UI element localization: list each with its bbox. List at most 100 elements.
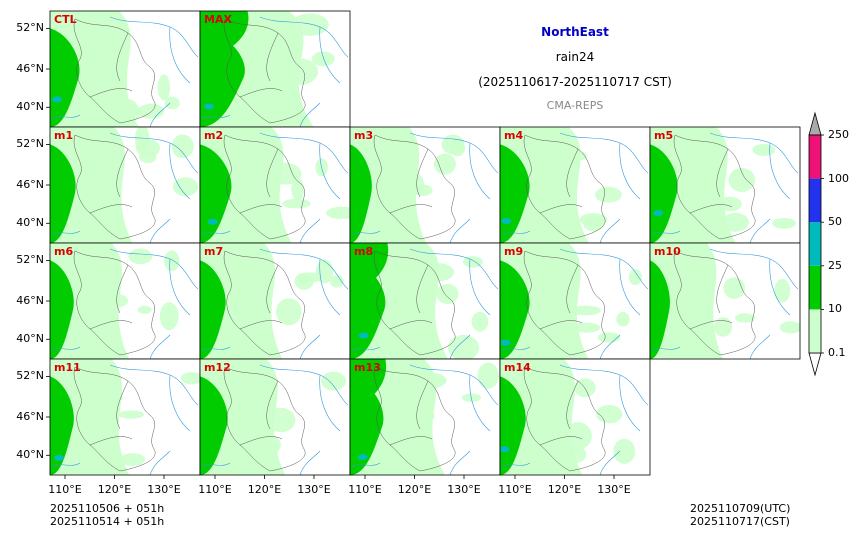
colorbar-bin-50	[809, 178, 821, 223]
colorbar-bin-10	[809, 265, 821, 310]
rain-light-patch	[266, 407, 296, 433]
map-panel-m5: m5	[649, 126, 801, 244]
rain-light-patch	[436, 283, 459, 304]
panel-label: m1	[54, 129, 73, 142]
rain-light-patch	[571, 322, 601, 333]
rain-light-patch	[282, 198, 311, 209]
rain-light-patch	[248, 80, 281, 101]
x-tick-label: 120°E	[547, 483, 582, 496]
province-border-inner	[389, 264, 433, 330]
footer-init-time-1: 2025110506 + 051h	[50, 502, 165, 515]
river-line	[709, 132, 799, 243]
map-panel-m13: m13	[349, 358, 501, 476]
rain-light-patch	[259, 381, 275, 409]
rain-light-patch	[137, 305, 152, 314]
rain-light-patch	[280, 58, 319, 86]
coast-line	[351, 346, 381, 352]
coast-line	[51, 462, 81, 468]
rain-light-patch	[447, 334, 480, 359]
y-tick-label: 46°N	[16, 62, 44, 75]
y-tick-label: 52°N	[16, 369, 44, 383]
rain-light-patch	[752, 144, 776, 156]
rain-light-patch	[462, 256, 483, 268]
river-line	[559, 132, 649, 243]
rain-heavy-spot	[500, 446, 510, 453]
y-tick-label: 52°N	[16, 253, 44, 267]
province-border-inner	[389, 148, 433, 214]
title-period: (2025110617-2025110717 CST)	[478, 75, 672, 89]
map-panel-CTL: CTL	[49, 10, 201, 128]
rain-light-patch	[554, 196, 568, 218]
panels-layer: CTL MAX m1 m2 m3 m4 m5 m6 m7 m8 m9 m10 m11 m12 m13 m14	[46, 10, 801, 479]
colorbar-frame	[808, 134, 822, 354]
rain-light-patch	[99, 394, 123, 403]
rain-moderate-area	[350, 144, 372, 243]
rain-light-patch	[569, 305, 601, 316]
coast-line	[501, 230, 531, 236]
panel-label: m11	[54, 361, 81, 374]
rain-heavy-spot	[358, 332, 369, 339]
colorbar-extend-max	[808, 111, 822, 136]
rain-light-patch	[412, 372, 447, 389]
province-border	[673, 250, 756, 356]
footer-init-time-2: 2025110514 + 051h	[50, 515, 165, 528]
panel-label: m12	[204, 361, 231, 374]
x-tick-label: 120°E	[247, 483, 282, 496]
x-tick-label: 130°E	[447, 483, 481, 496]
rain-light-patch	[717, 196, 742, 212]
rain-light-patch	[275, 298, 302, 326]
province-border	[673, 134, 756, 240]
colorbar	[808, 111, 824, 377]
rain-light-area	[650, 243, 723, 359]
rain-light-patch	[159, 302, 179, 331]
rain-light-patch	[564, 150, 588, 161]
coast-line	[351, 230, 381, 236]
river-line	[259, 364, 349, 475]
panel-label: m4	[504, 129, 523, 142]
title-block: NorthEast rain24 (2025110617-2025110717 …	[420, 24, 730, 113]
province-border-inner	[239, 380, 283, 446]
x-tick-label: 130°E	[297, 483, 331, 496]
panel-label: m6	[54, 245, 73, 258]
rain-light-patch	[772, 217, 796, 229]
coast-line	[201, 346, 231, 352]
rain-light-patch	[416, 411, 435, 422]
colorbar-bin-100	[809, 135, 821, 179]
title-model: CMA-REPS	[546, 99, 604, 112]
rain-light-patch	[103, 293, 129, 308]
footer-valid-cst: 2025110717(CST)	[690, 515, 790, 528]
panel-frame	[649, 242, 801, 360]
rain-light-patch	[180, 372, 200, 385]
coast-line	[351, 462, 381, 468]
rain-light-patch	[157, 74, 171, 101]
rain-light-patch	[128, 248, 153, 265]
rain-light-patch	[471, 311, 489, 332]
y-tick-label: 52°N	[16, 21, 44, 35]
rain-light-patch	[118, 410, 145, 419]
x-tick-label: 110°E	[348, 483, 382, 496]
colorbar-level-label: 250	[828, 128, 849, 141]
rain-light-patch	[628, 268, 642, 286]
map-panel-MAX: MAX	[199, 10, 351, 128]
rain-light-patch	[330, 274, 344, 288]
province-border	[523, 134, 606, 240]
coast-line	[201, 114, 231, 120]
rain-light-patch	[103, 454, 118, 465]
rain-light-patch	[414, 184, 433, 196]
rain-heavy-spot	[204, 103, 215, 110]
panel-label: m13	[354, 361, 381, 374]
river-line	[559, 364, 649, 475]
rain-light-patch	[409, 393, 434, 415]
panel-label: m2	[204, 129, 223, 142]
y-tick-label: 40°N	[16, 100, 44, 114]
y-tick-label: 40°N	[16, 216, 44, 230]
rain-light-patch	[721, 212, 749, 232]
rain-light-patch	[477, 362, 499, 389]
rain-moderate-area	[500, 260, 530, 359]
river-line	[409, 248, 499, 359]
y-tick-label: 46°N	[16, 410, 44, 423]
rain-light-patch	[420, 262, 455, 282]
map-panel-m12: m12	[199, 358, 351, 476]
map-panel-m6: m6	[49, 242, 201, 360]
